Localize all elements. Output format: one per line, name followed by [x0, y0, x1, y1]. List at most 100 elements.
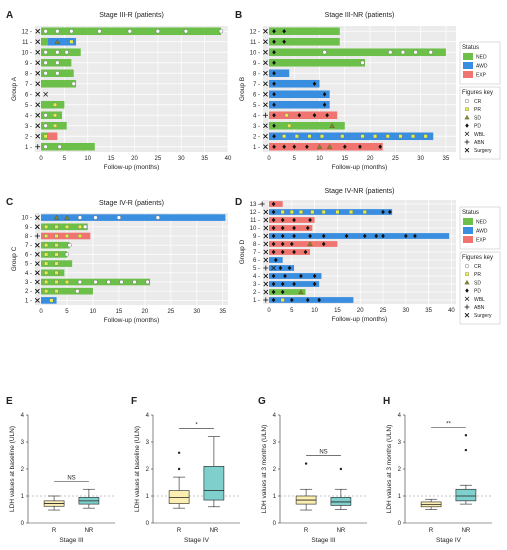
bar-segment-ned	[269, 37, 340, 46]
x-tick-label: 0	[267, 156, 271, 162]
panel-letter: A	[6, 10, 13, 21]
boxplot-panel-f: 0 1 2 3 4 R NR * F Stage IV LDH values at baseline…	[131, 396, 240, 544]
surgery-marker	[35, 91, 41, 97]
pd-marker	[465, 123, 469, 128]
pr-marker	[287, 123, 292, 128]
pd-marker	[303, 249, 308, 255]
surgery-marker	[35, 112, 41, 118]
bar-segment-exp	[269, 201, 283, 207]
pr-marker	[54, 280, 59, 284]
wbl-marker	[464, 296, 470, 302]
y-axis-title: Group D	[239, 239, 246, 264]
pd-marker	[282, 144, 287, 150]
y-tick-label: 4 -	[25, 271, 32, 277]
cr-marker	[116, 215, 122, 220]
cr-marker	[428, 50, 433, 55]
surgery-marker	[263, 102, 268, 108]
bar-segment-exp	[269, 241, 338, 247]
pr-marker	[465, 107, 469, 112]
pd-marker	[272, 123, 276, 129]
outlier-point	[464, 448, 468, 452]
pr-marker	[284, 113, 289, 118]
y-tick-label: 0	[398, 521, 402, 527]
pr-marker	[44, 261, 49, 266]
pd-marker	[271, 273, 276, 279]
cr-marker	[55, 60, 60, 65]
pr-marker	[53, 113, 57, 118]
pd-marker	[388, 209, 392, 215]
cr-marker	[55, 71, 60, 76]
bar-segment-ned	[41, 223, 88, 231]
wbl-marker	[271, 265, 276, 271]
y-tick-label: 1 -	[253, 145, 260, 151]
pd-marker	[305, 297, 310, 303]
significance-label: NS	[319, 450, 327, 456]
swimmer-panel-b: 0 5 10 15 20 25 30 35 1 - 2 - 3 - 4 - 5 - 6 - 7 - 8 - 9 …	[235, 10, 456, 171]
surgery-marker	[35, 60, 41, 66]
y-tick-label: 3	[21, 440, 25, 446]
pd-marker	[297, 112, 302, 118]
pd-marker	[342, 144, 347, 150]
bar-segment-ned	[269, 289, 306, 295]
y-tick-label: 1	[146, 494, 150, 500]
sd-marker	[54, 214, 60, 220]
bar-segment-awd	[269, 273, 322, 279]
bar-segment-awd	[269, 79, 320, 88]
pr-marker	[282, 134, 287, 139]
legend-label: ABN	[474, 140, 485, 146]
cr-marker	[388, 50, 393, 55]
pd-marker	[271, 201, 276, 207]
pd-marker	[280, 289, 285, 295]
y-tick-label: 4 -	[253, 113, 260, 119]
pd-marker	[271, 233, 276, 239]
legend-swatch-awd	[463, 227, 473, 234]
surgery-marker	[34, 288, 40, 294]
legend-label: CR	[474, 264, 482, 270]
bar-segment-ned	[41, 111, 63, 120]
legend-label: WBL	[474, 132, 485, 138]
x-tick-label: 15	[341, 156, 348, 162]
bar-segment-ned	[269, 121, 345, 130]
y-tick-label: 7 -	[253, 82, 260, 88]
bar-segment-ned	[269, 48, 446, 57]
pr-marker	[44, 280, 49, 284]
pd-marker	[272, 112, 276, 118]
pd-marker	[308, 217, 312, 223]
cr-marker	[218, 29, 224, 34]
surgery-marker	[263, 249, 269, 255]
x-tick-label: 0	[39, 309, 43, 315]
abn-marker	[259, 201, 265, 207]
surgery-marker	[35, 49, 41, 55]
y-tick-label: 11 -	[22, 40, 32, 46]
surgery-marker	[34, 279, 40, 285]
bar-segment-awd	[269, 100, 330, 109]
pd-marker	[321, 241, 326, 247]
bar-segment-ned	[41, 48, 81, 57]
surgery-marker	[263, 289, 269, 295]
cr-marker	[464, 263, 470, 269]
pr-marker	[44, 234, 49, 238]
cr-marker	[93, 279, 98, 285]
bar-segment-exp	[48, 132, 58, 141]
x-axis-title: Stage III	[311, 537, 335, 544]
pd-marker	[280, 249, 285, 255]
pr-marker	[310, 210, 315, 214]
sd-marker	[54, 39, 60, 44]
pd-marker	[280, 233, 285, 239]
surgery-marker	[34, 215, 40, 220]
pr-marker	[320, 134, 324, 139]
surgery-marker	[35, 39, 41, 45]
pr-marker	[44, 270, 49, 275]
pr-marker	[340, 134, 345, 139]
legend-label: PR	[474, 107, 481, 113]
pd-marker	[292, 144, 297, 150]
bar-segment-ned	[41, 251, 67, 258]
surgery-marker	[263, 91, 268, 97]
cr-marker	[43, 123, 48, 128]
pd-marker	[312, 281, 317, 287]
pr-marker	[69, 39, 74, 44]
surgery-marker	[464, 147, 470, 153]
cr-marker	[55, 29, 60, 34]
pd-marker	[271, 209, 276, 215]
y-tick-label: 10 -	[250, 50, 260, 56]
